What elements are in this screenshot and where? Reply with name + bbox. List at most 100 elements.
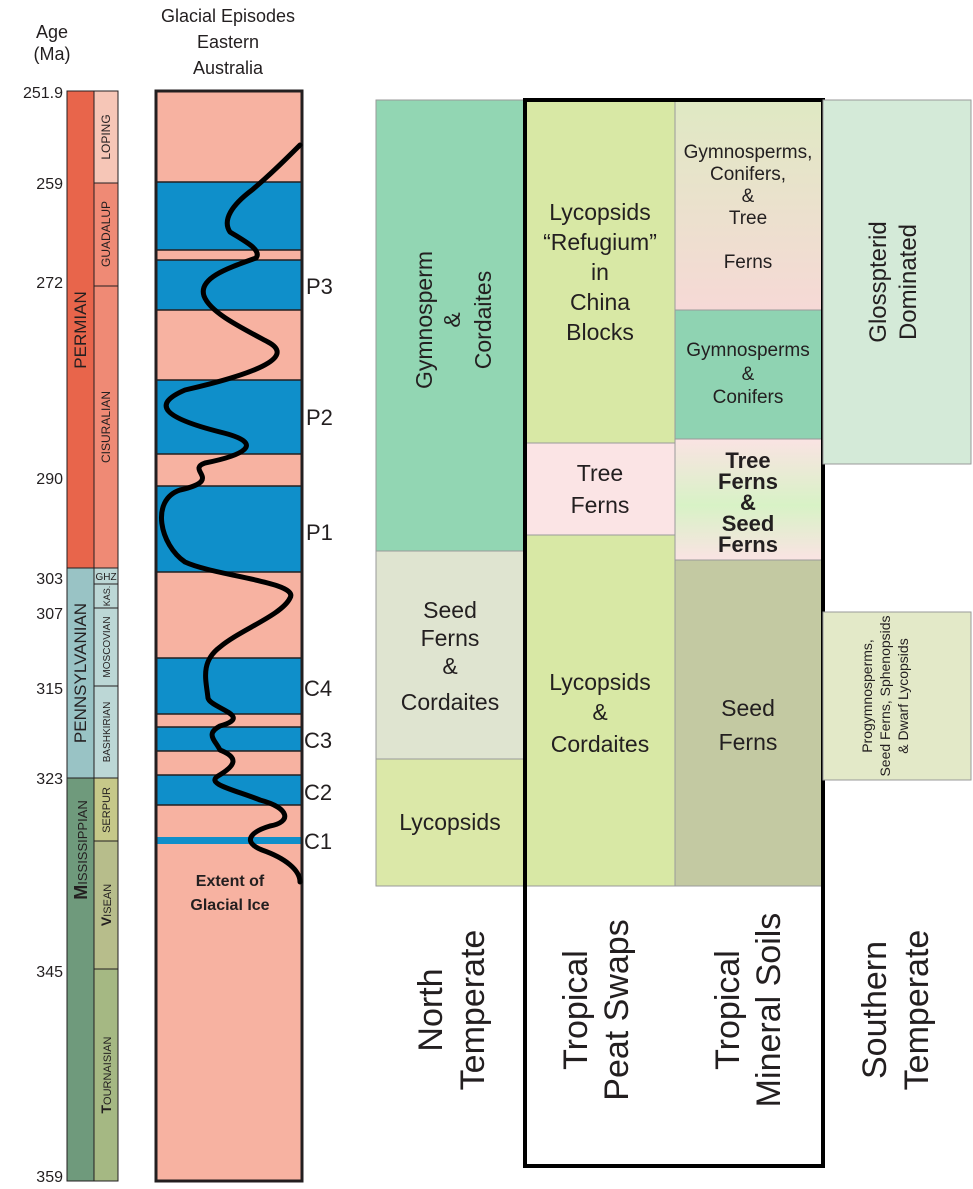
epoch-label-kas: KAS. bbox=[102, 586, 112, 607]
mineral-seed-ferns-line: Seed bbox=[721, 695, 775, 721]
age-tick: 345 bbox=[36, 964, 63, 981]
column-headers: North Temperate Tropical Peat Swaps Trop… bbox=[412, 913, 936, 1108]
mineral-header-line1: Tropical bbox=[709, 950, 747, 1070]
period-permian bbox=[66, 90, 95, 569]
age-tick: 251.9 bbox=[23, 85, 63, 102]
period-mississippian bbox=[66, 777, 95, 1182]
glacial-interval-c1 bbox=[156, 837, 302, 844]
mineral-tree-seed-line: Ferns bbox=[718, 469, 778, 494]
southern-glossopterid-line2: Dominated bbox=[895, 224, 922, 340]
southern-temperate-labels: Glosspterid Dominated Progymnosperms, Se… bbox=[859, 221, 922, 776]
peat-lycopsids-cordaites bbox=[524, 534, 676, 887]
glacial-extent-line2: Glacial Ice bbox=[190, 897, 269, 914]
north-lycopsids-label: Lycopsids bbox=[399, 809, 500, 835]
glacial-extent-line1: Extent of bbox=[196, 873, 265, 890]
tropical-mineral-column bbox=[674, 99, 823, 887]
period-column bbox=[66, 90, 95, 1182]
mineral-gym-conifers-tree-line: Conifers, bbox=[710, 164, 786, 185]
peat-refugium-line: China bbox=[570, 289, 630, 315]
age-tick: 307 bbox=[36, 606, 63, 623]
glacial-interval-c3 bbox=[155, 726, 303, 752]
glacial-label-p3: P3 bbox=[306, 274, 333, 299]
mineral-tree-seed-line: Ferns bbox=[718, 532, 778, 557]
southern-temperate-column bbox=[822, 99, 972, 781]
mineral-gym-conifers-tree-line: Ferns bbox=[724, 252, 773, 273]
period-labels: PERMIAN PENNSYLVANIAN MISSISSIPPIAN bbox=[71, 291, 91, 900]
southern-glossopterid bbox=[822, 99, 972, 465]
north-gymnosperm-cordaites bbox=[375, 99, 525, 552]
epoch-labels: LOPING GUADALUP CISURALIAN GHZ KAS. MOSC… bbox=[95, 114, 116, 1113]
glacial-title-line1: Glacial Episodes bbox=[161, 6, 295, 26]
glacial-extent-note: Extent of Glacial Ice bbox=[190, 873, 269, 914]
epoch-label-tournaisian-rest: OURNAISIAN bbox=[102, 1036, 114, 1105]
tropical-peat-column bbox=[524, 99, 676, 887]
north-header-line2: Temperate bbox=[454, 930, 492, 1091]
north-seed-ferns-cordaites bbox=[375, 550, 525, 760]
epoch-column bbox=[93, 90, 119, 1182]
epoch-label-cisuralian: CISURALIAN bbox=[99, 391, 113, 463]
epoch-visean bbox=[93, 840, 119, 970]
north-seed-ferns-line: Ferns bbox=[421, 625, 480, 651]
southern-header-line2: Temperate bbox=[898, 930, 936, 1091]
mineral-tree-seed-line: & bbox=[740, 490, 756, 515]
tropical-mineral-labels: Gymnosperms, Conifers, & Tree Ferns Gymn… bbox=[684, 142, 813, 755]
epoch-label-moscovian: MOSCOVIAN bbox=[102, 616, 113, 677]
southern-progymno-line1: Progymnosperms, bbox=[859, 639, 875, 753]
peat-refugium-line: Lycopsids bbox=[549, 199, 650, 225]
epoch-cisuralian bbox=[93, 285, 119, 569]
peat-refugium-line: in bbox=[591, 259, 609, 285]
epoch-guadalup bbox=[93, 182, 119, 287]
mineral-gym-conifers-tree-ferns bbox=[674, 99, 823, 311]
north-temperate-labels: Gymnosperm & Cordaites Seed Ferns & Cord… bbox=[399, 251, 500, 835]
age-tick: 290 bbox=[36, 471, 63, 488]
north-seed-ferns-line: Cordaites bbox=[401, 689, 499, 715]
age-tick: 259 bbox=[36, 176, 63, 193]
period-label-mississippian-rest: ISSISSIPPIAN bbox=[75, 800, 90, 885]
north-cordaites-label: Cordaites bbox=[470, 271, 496, 369]
mineral-tree-seed-ferns bbox=[674, 438, 823, 561]
peat-tree-ferns-line: Tree bbox=[577, 460, 623, 486]
north-temperate-column bbox=[375, 99, 525, 887]
peat-lycopsids-cordaites-line: Cordaites bbox=[551, 731, 649, 757]
epoch-loping bbox=[93, 90, 119, 184]
epoch-label-tournaisian: TOURNAISIAN bbox=[98, 1036, 114, 1113]
glacial-background bbox=[156, 91, 302, 1181]
north-gymnosperm-amp: & bbox=[439, 312, 465, 327]
period-label-mississippian-initial: M bbox=[71, 885, 91, 900]
age-tick: 315 bbox=[36, 681, 63, 698]
period-label-pennsylvanian: PENNSYLVANIAN bbox=[71, 603, 90, 743]
mineral-seed-ferns bbox=[674, 559, 823, 887]
peat-lycopsids-cordaites-line: Lycopsids bbox=[549, 669, 650, 695]
age-tick: 303 bbox=[36, 571, 63, 588]
north-lycopsids bbox=[375, 758, 525, 887]
north-gymnosperm-label: Gymnosperm bbox=[411, 251, 437, 389]
age-label: Age bbox=[36, 22, 68, 42]
north-seed-ferns-line: & bbox=[442, 653, 457, 679]
period-label-permian: PERMIAN bbox=[71, 291, 90, 368]
mineral-tree-seed-line: Seed bbox=[722, 511, 775, 536]
glacial-label-c4: C4 bbox=[304, 676, 332, 701]
glacial-label-c1: C1 bbox=[304, 829, 332, 854]
epoch-label-visean: VISEAN bbox=[98, 884, 114, 926]
glacial-extent-curve bbox=[159, 142, 303, 885]
epoch-label-visean-rest: ISEAN bbox=[102, 884, 114, 917]
period-label-mississippian: MISSISSIPPIAN bbox=[71, 800, 91, 900]
glacial-title: Glacial Episodes Eastern Australia bbox=[161, 6, 295, 78]
southern-glossopterid-line1: Glosspterid bbox=[865, 221, 892, 342]
epoch-label-loping: LOPING bbox=[99, 114, 113, 159]
mineral-header-line2: Mineral Soils bbox=[750, 913, 788, 1108]
tropical-peat-labels: Lycopsids “Refugium” in China Blocks Tre… bbox=[543, 199, 657, 757]
mineral-gym-conifers bbox=[674, 309, 823, 440]
period-pennsylvanian bbox=[66, 567, 95, 779]
epoch-label-tournaisian-initial: T bbox=[98, 1105, 114, 1114]
glacial-label-p1: P1 bbox=[306, 520, 333, 545]
epoch-label-ghz: GHZ bbox=[95, 572, 116, 583]
mineral-gym-conifers-tree-line: & bbox=[742, 186, 755, 207]
age-tick: 272 bbox=[36, 275, 63, 292]
epoch-bashkirian bbox=[93, 685, 119, 779]
glacial-column bbox=[154, 89, 304, 1183]
peat-header-line1: Tropical bbox=[557, 950, 595, 1070]
peat-refugium-line: Blocks bbox=[566, 319, 634, 345]
glacial-interval-c2 bbox=[155, 774, 303, 806]
